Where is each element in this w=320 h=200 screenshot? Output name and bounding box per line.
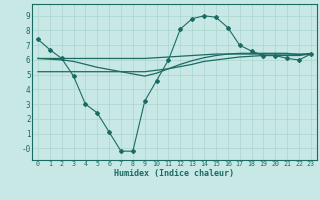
X-axis label: Humidex (Indice chaleur): Humidex (Indice chaleur) [115,169,234,178]
